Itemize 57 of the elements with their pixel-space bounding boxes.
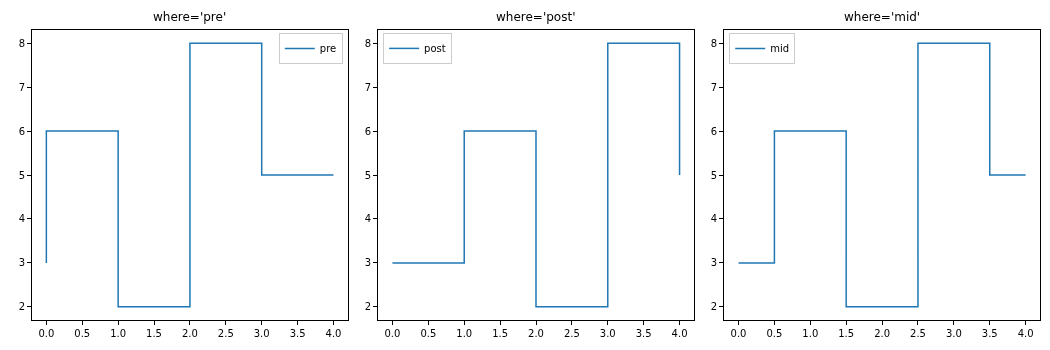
y-tick-label: 7 bbox=[710, 81, 718, 93]
y-tick-label: 5 bbox=[18, 169, 25, 181]
x-tick-label: 1.0 bbox=[110, 328, 127, 339]
x-tick-label: 2.5 bbox=[217, 328, 234, 339]
y-tick-label: 5 bbox=[710, 169, 718, 181]
chart-title: where='post' bbox=[496, 10, 576, 24]
y-tick-label: 4 bbox=[710, 213, 718, 225]
y-tick-label: 4 bbox=[364, 213, 372, 225]
x-tick-label: 2.5 bbox=[563, 328, 580, 339]
x-tick-label: 2.0 bbox=[874, 328, 891, 339]
x-tick-label: 1.0 bbox=[802, 328, 819, 339]
line-series bbox=[737, 42, 1027, 308]
x-tick-label: 1.5 bbox=[492, 328, 509, 339]
x-tick-label: 1.5 bbox=[838, 328, 855, 339]
x-tick-label: 0.0 bbox=[384, 328, 401, 339]
x-tick-label: 0.5 bbox=[420, 328, 437, 339]
x-tick-label: 0.5 bbox=[766, 328, 783, 339]
y-tick-label: 7 bbox=[18, 81, 25, 93]
y-tick-label: 8 bbox=[18, 37, 25, 49]
y-tick-label: 2 bbox=[18, 301, 25, 313]
x-tick-label: 3.0 bbox=[599, 328, 616, 339]
x-tick-label: 0.0 bbox=[38, 328, 55, 339]
y-tick-label: 2 bbox=[364, 301, 372, 313]
x-tick-label: 3.5 bbox=[289, 328, 306, 339]
text: post bbox=[424, 43, 446, 55]
y-tick-label: 4 bbox=[18, 213, 25, 225]
y-tick-label: 6 bbox=[710, 125, 718, 137]
y-tick-label: 3 bbox=[364, 257, 372, 269]
x-tick-label: 2.0 bbox=[528, 328, 544, 339]
x-tick-label: 2.0 bbox=[181, 328, 198, 339]
line-series bbox=[45, 42, 335, 308]
x-tick-label: 1.0 bbox=[456, 328, 473, 339]
line-series bbox=[391, 42, 681, 308]
x-tick-label: 4.0 bbox=[671, 328, 688, 339]
x-tick-label: 3.5 bbox=[981, 328, 998, 339]
x-tick-label: 3.0 bbox=[253, 328, 270, 339]
legend-label: pre bbox=[319, 43, 337, 55]
x-tick-label: 4.0 bbox=[325, 328, 342, 339]
x-tick-label: 0.5 bbox=[74, 328, 91, 339]
y-tick-label: 8 bbox=[364, 37, 372, 49]
legend-label: mid bbox=[770, 43, 790, 55]
y-tick-label: 6 bbox=[364, 125, 372, 137]
y-tick-label: 3 bbox=[710, 257, 718, 269]
chart-title: where='pre' bbox=[153, 10, 227, 24]
y-tick-label: 3 bbox=[18, 257, 25, 269]
x-tick-label: 4.0 bbox=[1017, 328, 1034, 339]
x-tick-label: 3.0 bbox=[945, 328, 962, 339]
chart-title: where='mid' bbox=[844, 10, 921, 24]
y-tick-label: 2 bbox=[710, 301, 718, 313]
y-tick-label: 6 bbox=[18, 125, 25, 137]
y-tick-label: 8 bbox=[710, 37, 718, 49]
x-tick-label: 2.5 bbox=[910, 328, 926, 339]
x-tick-label: 3.5 bbox=[635, 328, 652, 339]
x-tick-label: 1.5 bbox=[146, 328, 162, 339]
y-tick-label: 5 bbox=[364, 169, 372, 181]
x-tick-label: 0.0 bbox=[730, 328, 747, 339]
y-tick-label: 7 bbox=[364, 81, 372, 93]
